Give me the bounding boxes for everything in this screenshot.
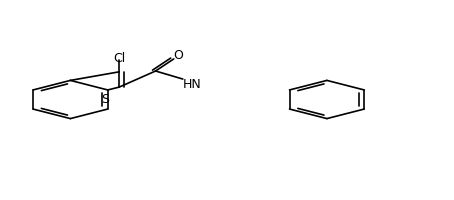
Text: Cl: Cl	[113, 52, 125, 65]
Text: HN: HN	[183, 77, 201, 90]
Text: S: S	[101, 93, 109, 106]
Text: O: O	[173, 49, 183, 62]
